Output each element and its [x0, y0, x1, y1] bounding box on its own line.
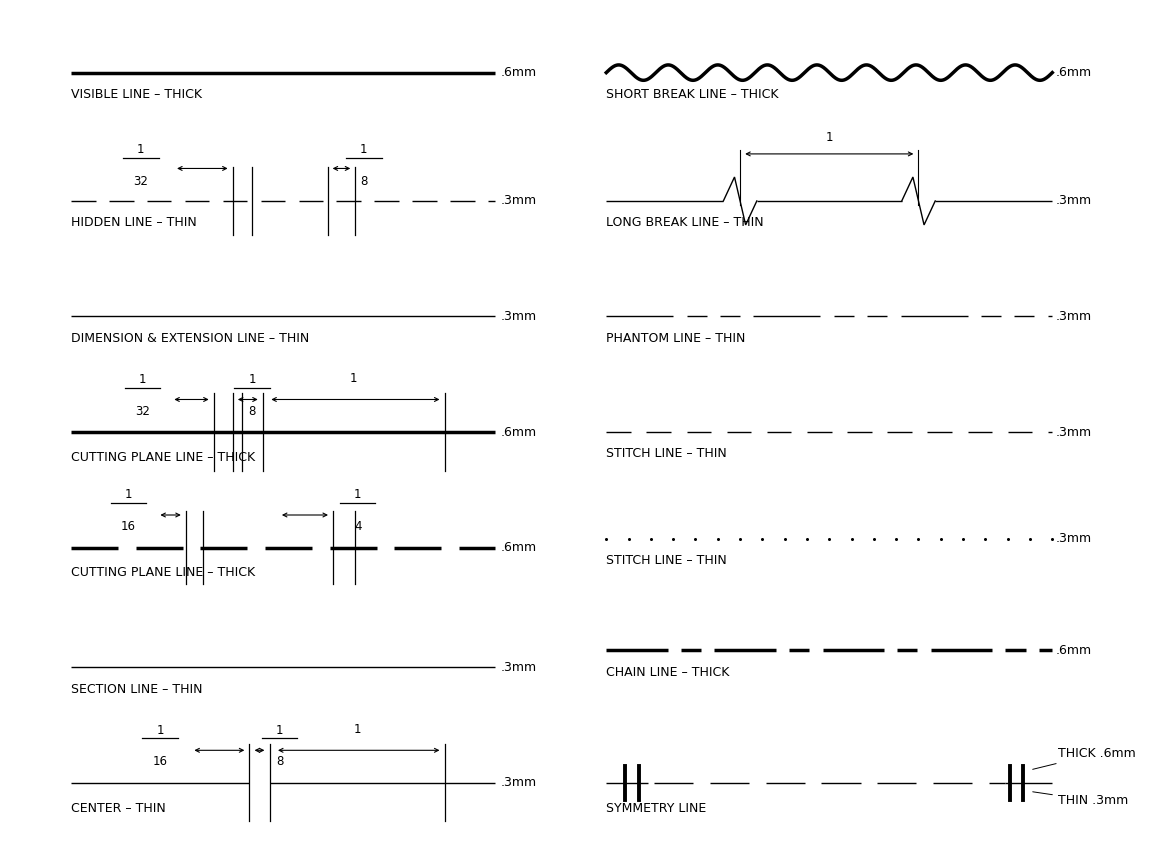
Text: .3mm: .3mm: [1055, 532, 1092, 545]
Text: 8: 8: [275, 755, 283, 768]
Text: 1: 1: [249, 372, 256, 386]
Text: 16: 16: [153, 755, 168, 768]
Text: 32: 32: [135, 404, 150, 417]
Text: 1: 1: [157, 724, 164, 737]
Text: PHANTOM LINE – THIN: PHANTOM LINE – THIN: [606, 332, 745, 345]
Text: .3mm: .3mm: [500, 661, 537, 674]
Text: CENTER – THIN: CENTER – THIN: [71, 802, 166, 815]
Text: LONG BREAK LINE – THIN: LONG BREAK LINE – THIN: [606, 216, 764, 229]
Text: CUTTING PLANE LINE – THICK: CUTTING PLANE LINE – THICK: [71, 451, 256, 464]
Text: THIN .3mm: THIN .3mm: [1032, 791, 1128, 807]
Text: 1: 1: [124, 488, 132, 501]
Text: 1: 1: [826, 130, 833, 143]
Text: THICK .6mm: THICK .6mm: [1032, 747, 1136, 769]
Text: .3mm: .3mm: [500, 310, 537, 323]
Text: 1: 1: [350, 372, 357, 385]
Text: VISIBLE LINE – THICK: VISIBLE LINE – THICK: [71, 88, 202, 101]
Text: STITCH LINE – THIN: STITCH LINE – THIN: [606, 448, 727, 461]
Text: .3mm: .3mm: [500, 777, 537, 790]
Text: .6mm: .6mm: [1055, 67, 1092, 79]
Text: .6mm: .6mm: [500, 425, 537, 439]
Text: .6mm: .6mm: [500, 67, 537, 79]
Text: 1: 1: [354, 488, 362, 501]
Text: .3mm: .3mm: [1055, 194, 1092, 207]
Text: CUTTING PLANE LINE – THICK: CUTTING PLANE LINE – THICK: [71, 566, 256, 580]
Text: .6mm: .6mm: [500, 541, 537, 554]
Text: 32: 32: [134, 175, 149, 188]
Text: SYMMETRY LINE: SYMMETRY LINE: [606, 802, 706, 815]
Text: 16: 16: [121, 520, 136, 533]
Text: 1: 1: [137, 143, 144, 156]
Text: SECTION LINE – THIN: SECTION LINE – THIN: [71, 683, 203, 696]
Text: CHAIN LINE – THICK: CHAIN LINE – THICK: [606, 665, 729, 678]
Text: 4: 4: [354, 520, 362, 533]
Text: HIDDEN LINE – THIN: HIDDEN LINE – THIN: [71, 216, 197, 229]
Text: 8: 8: [249, 404, 256, 417]
Text: STITCH LINE – THIN: STITCH LINE – THIN: [606, 555, 727, 568]
Text: 1: 1: [138, 372, 146, 386]
Text: .3mm: .3mm: [500, 194, 537, 207]
Text: .3mm: .3mm: [1055, 425, 1092, 439]
Text: .6mm: .6mm: [1055, 644, 1092, 657]
Text: 8: 8: [361, 175, 367, 188]
Text: 1: 1: [275, 724, 283, 737]
Text: 1: 1: [361, 143, 367, 156]
Text: SHORT BREAK LINE – THICK: SHORT BREAK LINE – THICK: [606, 88, 779, 101]
Text: DIMENSION & EXTENSION LINE – THIN: DIMENSION & EXTENSION LINE – THIN: [71, 332, 310, 345]
Text: 1: 1: [354, 723, 361, 736]
Text: .3mm: .3mm: [1055, 310, 1092, 323]
